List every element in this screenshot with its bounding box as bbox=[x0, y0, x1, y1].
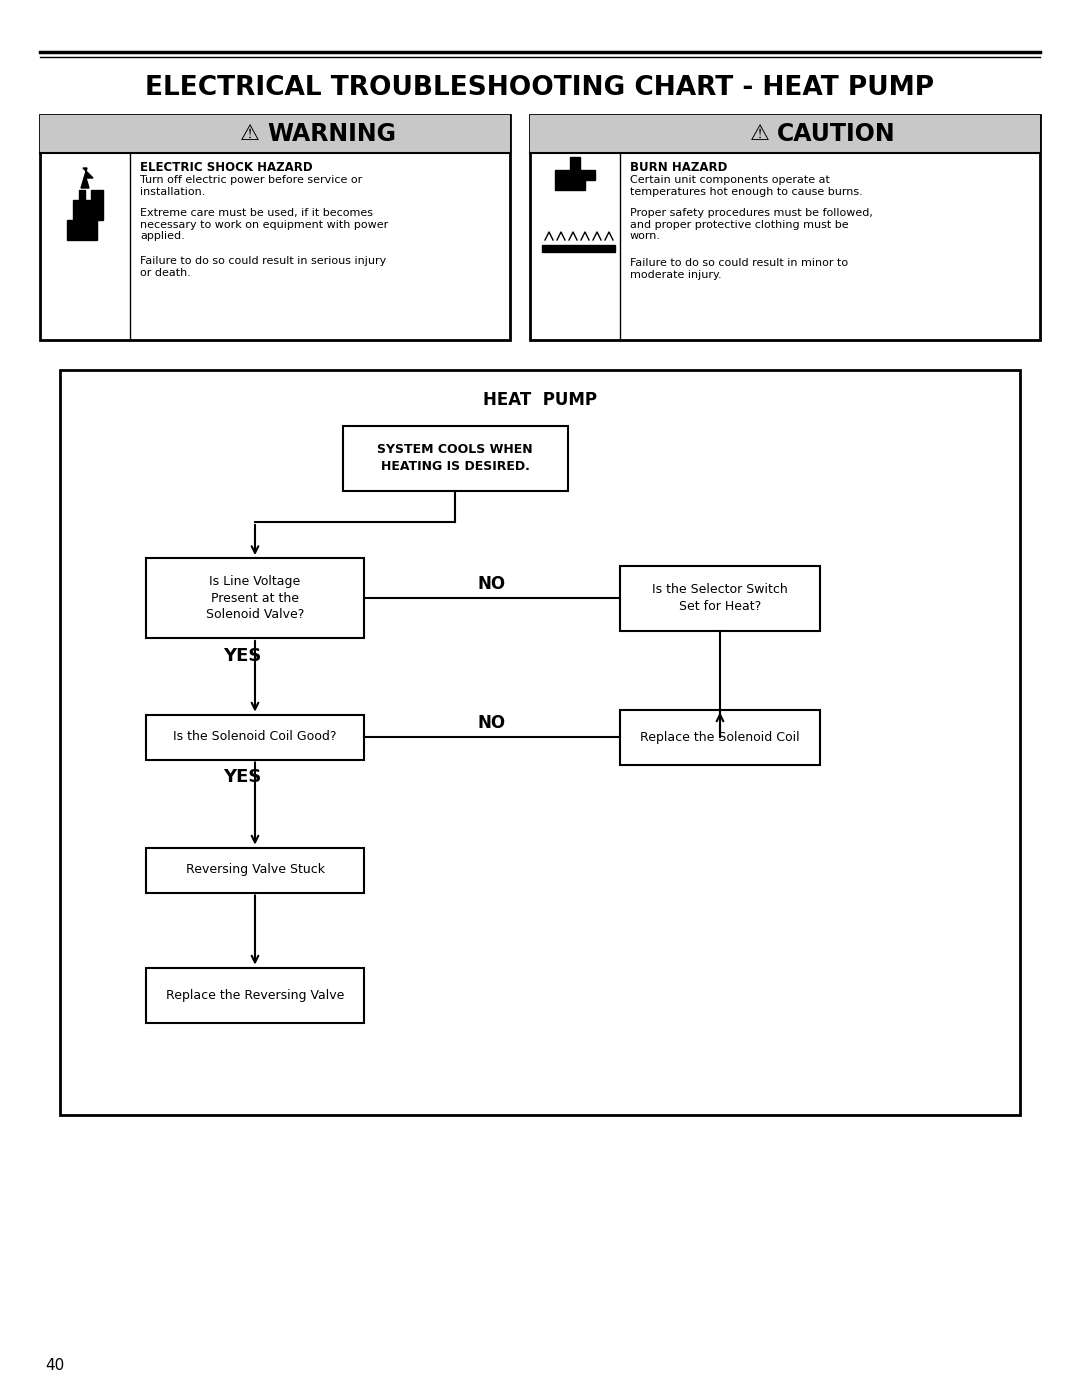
Text: CAUTION: CAUTION bbox=[777, 122, 895, 147]
Text: YES: YES bbox=[222, 768, 261, 787]
Polygon shape bbox=[81, 168, 93, 189]
Bar bbox=[60, 370, 1020, 1115]
Text: Failure to do so could result in serious injury
or death.: Failure to do so could result in serious… bbox=[140, 256, 387, 278]
Text: BURN HAZARD: BURN HAZARD bbox=[630, 161, 727, 175]
Text: NO: NO bbox=[478, 576, 507, 592]
Text: Certain unit components operate at
temperatures hot enough to cause burns.: Certain unit components operate at tempe… bbox=[630, 175, 863, 197]
Bar bbox=[342, 426, 567, 490]
Bar bbox=[146, 557, 364, 638]
Text: Is the Selector Switch
Set for Heat?: Is the Selector Switch Set for Heat? bbox=[652, 583, 788, 613]
Bar bbox=[146, 968, 364, 1023]
Bar bbox=[40, 115, 510, 154]
Bar bbox=[620, 566, 820, 630]
Text: YES: YES bbox=[222, 647, 261, 665]
Polygon shape bbox=[555, 156, 595, 190]
Text: Extreme care must be used, if it becomes
necessary to work on equipment with pow: Extreme care must be used, if it becomes… bbox=[140, 208, 388, 242]
Text: NO: NO bbox=[478, 714, 507, 732]
Text: Reversing Valve Stuck: Reversing Valve Stuck bbox=[186, 863, 324, 876]
Text: HEAT  PUMP: HEAT PUMP bbox=[483, 391, 597, 409]
Polygon shape bbox=[67, 190, 103, 240]
Bar bbox=[530, 115, 1040, 339]
Bar bbox=[40, 115, 510, 339]
Text: ELECTRIC SHOCK HAZARD: ELECTRIC SHOCK HAZARD bbox=[140, 161, 312, 175]
Text: SYSTEM COOLS WHEN
HEATING IS DESIRED.: SYSTEM COOLS WHEN HEATING IS DESIRED. bbox=[377, 443, 532, 474]
Bar bbox=[146, 714, 364, 760]
Text: Turn off electric power before service or
installation.: Turn off electric power before service o… bbox=[140, 175, 362, 197]
Text: ⚠: ⚠ bbox=[240, 124, 260, 144]
Text: Replace the Reversing Valve: Replace the Reversing Valve bbox=[166, 989, 345, 1002]
Bar bbox=[530, 115, 1040, 154]
Text: ELECTRICAL TROUBLESHOOTING CHART - HEAT PUMP: ELECTRICAL TROUBLESHOOTING CHART - HEAT … bbox=[146, 75, 934, 101]
Text: Failure to do so could result in minor to
moderate injury.: Failure to do so could result in minor t… bbox=[630, 258, 848, 279]
Bar bbox=[146, 848, 364, 893]
Text: Proper safety procedures must be followed,
and proper protective clothing must b: Proper safety procedures must be followe… bbox=[630, 208, 873, 242]
Text: Is the Solenoid Coil Good?: Is the Solenoid Coil Good? bbox=[173, 731, 337, 743]
Text: Replace the Solenoid Coil: Replace the Solenoid Coil bbox=[640, 731, 800, 743]
Polygon shape bbox=[542, 244, 615, 251]
Text: Is Line Voltage
Present at the
Solenoid Valve?: Is Line Voltage Present at the Solenoid … bbox=[206, 574, 305, 622]
Text: WARNING: WARNING bbox=[267, 122, 396, 147]
Bar bbox=[620, 710, 820, 764]
Text: ⚠: ⚠ bbox=[750, 124, 770, 144]
Text: 40: 40 bbox=[45, 1358, 64, 1372]
